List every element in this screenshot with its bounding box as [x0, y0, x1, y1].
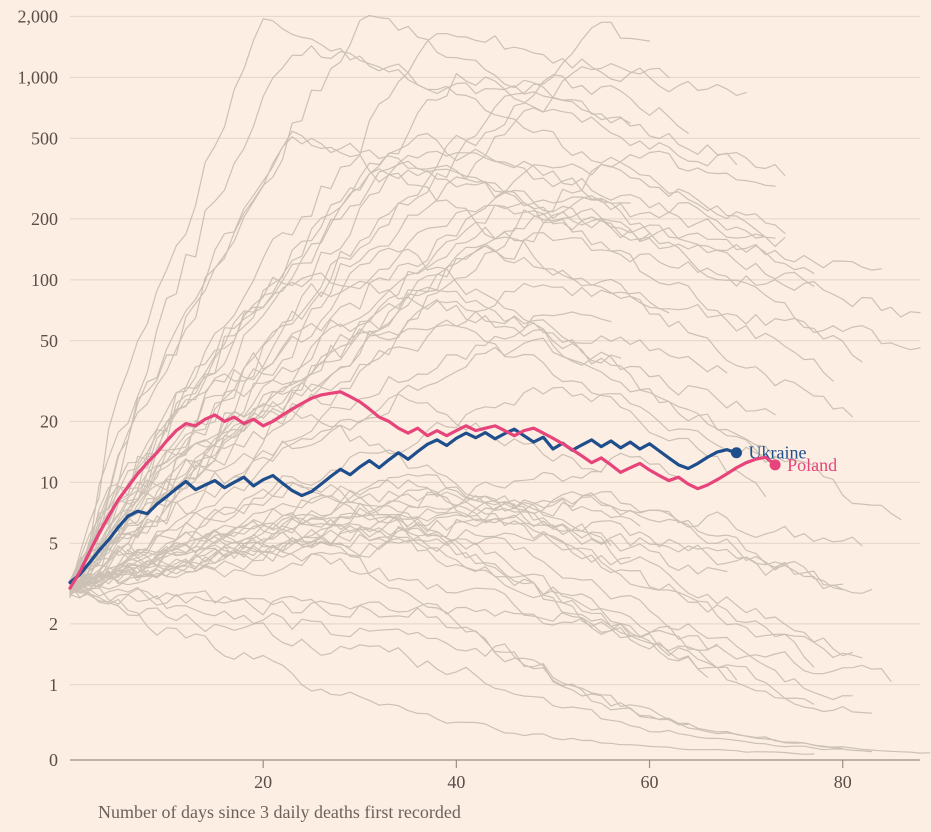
y-tick-label: 10 — [40, 472, 58, 492]
x-tick-label: 40 — [447, 772, 465, 792]
y-tick-label: 200 — [31, 209, 58, 229]
series-endpoint-ukraine — [731, 447, 742, 458]
y-tick-label: 100 — [31, 270, 58, 290]
x-tick-label: 80 — [834, 772, 852, 792]
y-tick-label: 2,000 — [18, 6, 59, 26]
y-tick-label: 2 — [49, 614, 58, 634]
chart-svg: 0 1 2 5 10 20 50 100 200 500 1,000 2,000 20 40 60 80 Num… — [0, 0, 931, 832]
y-tick-label: 1 — [49, 675, 58, 695]
y-tick-label: 50 — [40, 331, 58, 351]
y-tick-label: 5 — [49, 533, 58, 553]
y-tick-label: 20 — [40, 411, 58, 431]
deaths-trajectory-chart: 0 1 2 5 10 20 50 100 200 500 1,000 2,000 20 40 60 80 Num… — [0, 0, 931, 832]
x-tick-label: 20 — [254, 772, 272, 792]
x-tick-label: 60 — [641, 772, 659, 792]
y-tick-label: 0 — [49, 750, 58, 770]
series-label-poland: Poland — [787, 455, 837, 475]
x-axis-title: Number of days since 3 daily deaths firs… — [98, 802, 461, 822]
y-tick-label: 1,000 — [18, 67, 59, 87]
y-tick-label: 500 — [31, 128, 58, 148]
series-endpoint-poland — [770, 459, 781, 470]
